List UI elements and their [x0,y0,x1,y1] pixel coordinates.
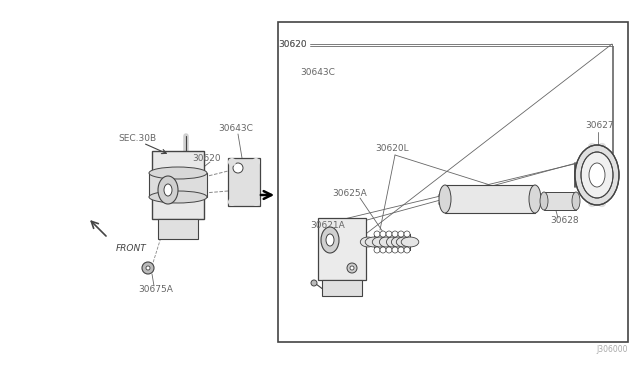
Ellipse shape [360,237,376,247]
Bar [152,151,204,219]
Ellipse shape [311,280,317,286]
Ellipse shape [149,191,207,203]
Ellipse shape [228,158,236,166]
Ellipse shape [398,231,404,237]
Ellipse shape [365,237,383,247]
Ellipse shape [572,192,580,210]
Ellipse shape [392,237,404,247]
Ellipse shape [252,158,260,166]
Ellipse shape [321,227,339,253]
Ellipse shape [233,163,243,173]
Text: 30620: 30620 [192,154,221,163]
Bar [544,192,576,210]
Ellipse shape [387,237,397,247]
Text: 30620: 30620 [278,39,307,48]
Bar [228,158,260,206]
Ellipse shape [401,237,419,247]
Ellipse shape [372,237,388,247]
Ellipse shape [529,185,541,213]
Bar [445,185,535,213]
Ellipse shape [350,266,354,270]
Text: 30625A: 30625A [332,189,367,198]
Ellipse shape [158,176,178,204]
Ellipse shape [575,145,619,205]
Text: 30643C: 30643C [300,67,335,77]
Ellipse shape [392,247,398,253]
Ellipse shape [589,163,605,187]
Bar [322,280,362,296]
Ellipse shape [404,231,410,237]
Ellipse shape [392,231,398,237]
Ellipse shape [374,231,380,237]
Ellipse shape [386,231,392,237]
Ellipse shape [146,266,150,270]
Ellipse shape [540,192,548,210]
Ellipse shape [380,231,386,237]
Text: 30620: 30620 [278,39,307,48]
Ellipse shape [396,237,412,247]
Ellipse shape [228,198,236,206]
Ellipse shape [380,237,392,247]
Text: SEC.30B: SEC.30B [118,134,156,142]
Bar [149,173,207,197]
Ellipse shape [347,263,357,273]
Ellipse shape [142,262,154,274]
Ellipse shape [439,185,451,213]
Text: FRONT: FRONT [116,244,147,253]
Ellipse shape [581,152,613,198]
Text: 30628: 30628 [550,215,579,224]
Ellipse shape [398,247,404,253]
Text: 30627: 30627 [585,121,614,129]
Ellipse shape [404,247,410,253]
Ellipse shape [252,198,260,206]
Ellipse shape [149,167,207,179]
Ellipse shape [380,247,386,253]
Bar [278,22,628,342]
Text: 30643C: 30643C [218,124,253,132]
Text: 30621A: 30621A [310,221,345,230]
Text: 30620L: 30620L [375,144,408,153]
Bar [158,219,198,239]
Ellipse shape [386,247,392,253]
Text: 30675A: 30675A [138,285,173,295]
Ellipse shape [374,247,380,253]
Bar [374,234,410,250]
Ellipse shape [326,234,334,246]
Bar [318,218,366,280]
Text: J306000: J306000 [596,346,627,355]
Ellipse shape [164,184,172,196]
